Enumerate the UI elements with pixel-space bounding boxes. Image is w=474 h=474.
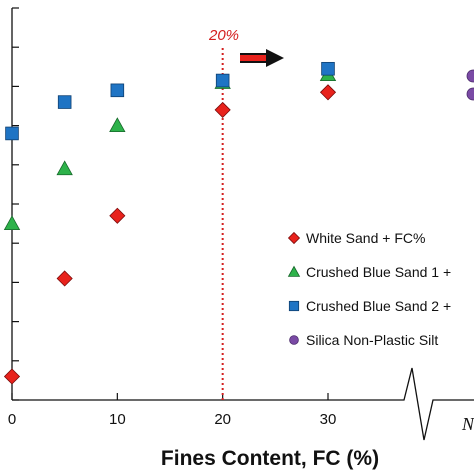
legend-label: Silica Non-Plastic Silt [306,332,438,348]
legend-label: Crushed Blue Sand 1 + [306,264,451,280]
data-point [3,215,21,231]
legend-marker [289,335,299,345]
legend-marker [287,265,301,277]
data-point [110,83,125,98]
data-point [57,95,72,109]
data-point [3,368,21,385]
data-point [319,84,337,101]
x-tick-label: 0 [8,411,16,428]
data-point [466,69,474,83]
right-arrow-icon [240,49,284,67]
x-tick-label: 20 [214,411,231,428]
axis-break-label: N [461,414,474,434]
legend-marker [287,231,301,245]
data-point [109,117,126,133]
legend-marker [288,300,300,312]
reference-annotation-label: 20% [208,27,239,44]
x-tick-label: 30 [320,411,337,428]
x-tick-label: 10 [109,411,126,428]
x-axis-title: Fines Content, FC (%) [161,447,379,470]
legend-label: White Sand + FC% [306,230,425,246]
data-point [5,126,19,141]
axes: 0 10 20 30 [8,7,376,428]
axis-break-icon [376,367,474,441]
data-points [3,61,474,385]
data-point [214,101,231,118]
data-point [466,87,474,101]
data-point [215,73,230,88]
legend-label: Crushed Blue Sand 2 + [306,298,451,314]
data-point [321,61,335,76]
data-point [109,207,126,224]
data-point [56,160,73,176]
legend: White Sand + FC% Crushed Blue Sand 1 + Cru… [287,230,451,348]
data-point [56,270,73,287]
